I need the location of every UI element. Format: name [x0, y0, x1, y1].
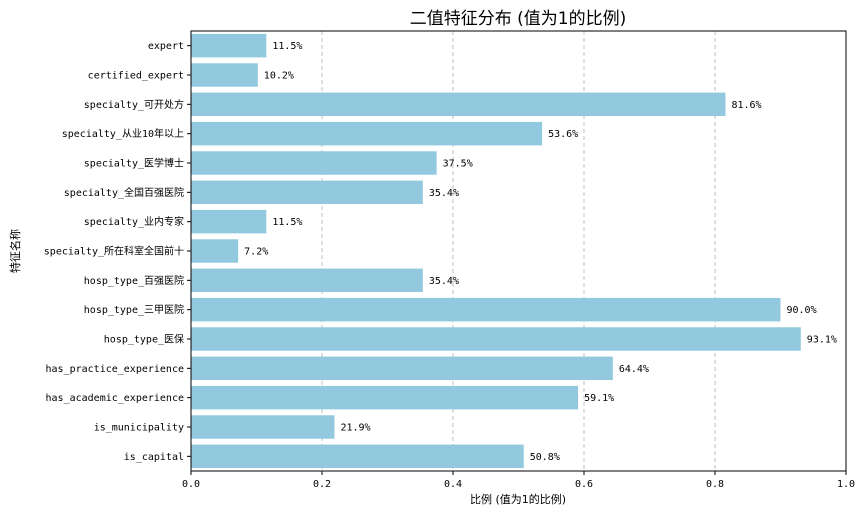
bar — [191, 444, 524, 469]
bar-value-label: 10.2% — [264, 71, 294, 82]
y-tick-label: specialty_全国百强医院 — [64, 186, 184, 199]
bar — [191, 327, 801, 351]
bar-value-label: 64.4% — [619, 364, 649, 375]
x-tick-label: 0.4 — [444, 479, 462, 490]
y-tick-label: hosp_type_医保 — [104, 333, 184, 346]
x-axis-ticks: 0.0 0.2 0.4 0.6 0.8 1.0 — [182, 471, 855, 490]
plot-frame — [190, 30, 847, 472]
value-labels: 11.5% 10.2% 81.6% 53.6% 37.5% 35.4% 11.5% 7.2% 3… — [244, 41, 837, 463]
y-tick-label: specialty_从业10年以上 — [62, 127, 184, 140]
y-tick-label: has_academic_experience — [46, 393, 184, 404]
bar — [191, 385, 579, 410]
y-tick-label: specialty_医学博士 — [84, 157, 184, 170]
bar-value-label: 90.0% — [787, 305, 817, 316]
y-tick-label: certified_expert — [88, 71, 184, 82]
x-axis-label: 比例 (值为1的比例) — [470, 492, 566, 506]
bars — [191, 33, 801, 469]
y-tick-label: hosp_type_三甲医院 — [84, 303, 184, 316]
y-tick-label: is_municipality — [94, 423, 184, 434]
bar — [191, 356, 613, 381]
y-tick-label: is_capital — [124, 452, 184, 463]
bar-value-label: 50.8% — [530, 452, 560, 463]
x-tick-label: 0.6 — [575, 479, 593, 490]
bar-value-label: 53.6% — [548, 129, 578, 140]
x-tick-label: 0.2 — [313, 479, 331, 490]
bar — [191, 33, 267, 58]
y-tick-label: expert — [148, 41, 184, 52]
bar-value-label: 93.1% — [807, 335, 837, 346]
chart-title: 二值特征分布 (值为1的比例) — [410, 9, 626, 29]
bar-value-label: 7.2% — [244, 247, 268, 258]
bar — [191, 63, 258, 87]
y-tick-label: hosp_type_百强医院 — [84, 274, 184, 287]
bar-value-label: 37.5% — [443, 159, 473, 170]
bar — [191, 151, 437, 175]
bar-value-label: 59.1% — [584, 393, 614, 404]
y-tick-label: specialty_所在科室全国前十 — [44, 245, 184, 258]
y-tick-label: has_practice_experience — [46, 364, 184, 375]
bar — [191, 239, 239, 263]
bar — [191, 297, 781, 322]
y-tick-label: specialty_业内专家 — [84, 215, 184, 228]
bar-value-label: 81.6% — [731, 100, 761, 111]
bar-value-label: 21.9% — [340, 423, 370, 434]
bar-value-label: 11.5% — [272, 217, 302, 228]
bar — [191, 415, 335, 439]
x-tick-label: 0.0 — [182, 479, 200, 490]
bar — [191, 180, 423, 205]
bar-value-label: 11.5% — [272, 41, 302, 52]
bar — [191, 268, 423, 293]
bar-value-label: 35.4% — [429, 188, 459, 199]
y-axis-label: 特征名称 — [8, 229, 22, 273]
bar — [191, 92, 726, 117]
bar — [191, 209, 267, 234]
y-tick-label: specialty_可开处方 — [84, 98, 184, 111]
x-tick-label: 1.0 — [837, 479, 855, 490]
x-tick-label: 0.8 — [706, 479, 724, 490]
bar — [191, 121, 543, 146]
bar-value-label: 35.4% — [429, 276, 459, 287]
y-axis-ticks: expert certified_expert specialty_可开处方spec… — [44, 41, 191, 463]
